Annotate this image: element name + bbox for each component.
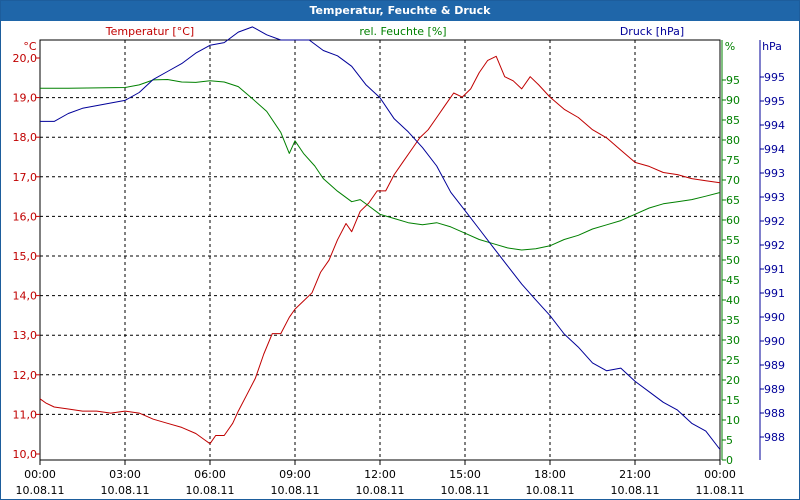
humidity-tick-label: 95 <box>726 74 740 87</box>
temp-tick-label: 11,0 <box>13 408 38 421</box>
humidity-tick-label: 35 <box>726 314 740 327</box>
temp-tick-label: 17,0 <box>13 171 38 184</box>
pressure-tick-label: 991 <box>764 263 785 276</box>
series-line-pressure <box>40 26 721 450</box>
pressure-tick-label: 990 <box>764 335 785 348</box>
humidity-tick-label: 55 <box>726 234 740 247</box>
humidity-axis-unit: % <box>725 40 735 53</box>
pressure-tick-label: 994 <box>764 143 785 156</box>
pressure-tick-label: 990 <box>764 311 785 324</box>
x-tick-time: 15:00 <box>449 468 481 481</box>
pressure-tick-label: 991 <box>764 287 785 300</box>
humidity-axis-label: rel. Feuchte [%] <box>359 25 446 38</box>
temp-tick-label: 16,0 <box>13 210 38 223</box>
x-tick-time: 09:00 <box>279 468 311 481</box>
humidity-tick-label: 65 <box>726 194 740 207</box>
humidity-tick-label: 0 <box>726 454 733 467</box>
x-tick-time: 21:00 <box>619 468 651 481</box>
pressure-tick-label: 989 <box>764 383 785 396</box>
temp-tick-label: 15,0 <box>13 250 38 263</box>
humidity-tick-label: 80 <box>726 134 740 147</box>
series-line-humidity <box>40 79 721 251</box>
x-tick-date: 10.08.11 <box>101 484 150 497</box>
x-tick-date: 10.08.11 <box>186 484 235 497</box>
x-tick-time: 18:00 <box>534 468 566 481</box>
temp-tick-label: 12,0 <box>13 369 38 382</box>
pressure-tick-label: 988 <box>764 431 785 444</box>
x-tick-date: 10.08.11 <box>16 484 65 497</box>
pressure-tick-label: 988 <box>764 407 785 420</box>
temp-tick-label: 14,0 <box>13 290 38 303</box>
pressure-axis-unit: hPa <box>762 40 782 53</box>
humidity-tick-label: 25 <box>726 354 740 367</box>
humidity-tick-label: 30 <box>726 334 740 347</box>
humidity-tick-label: 90 <box>726 94 740 107</box>
humidity-tick-label: 45 <box>726 274 740 287</box>
temp-tick-label: 18,0 <box>13 131 38 144</box>
x-tick-date: 11.08.11 <box>696 484 745 497</box>
humidity-tick-label: 20 <box>726 374 740 387</box>
humidity-tick-label: 75 <box>726 154 740 167</box>
temp-tick-label: 10,0 <box>13 448 38 461</box>
humidity-tick-label: 70 <box>726 174 740 187</box>
humidity-tick-label: 15 <box>726 394 740 407</box>
x-tick-time: 00:00 <box>704 468 736 481</box>
pressure-tick-label: 995 <box>764 71 785 84</box>
humidity-tick-label: 60 <box>726 214 740 227</box>
series-line-temperature <box>39 55 721 445</box>
temp-axis-unit: °C <box>23 40 37 53</box>
pressure-tick-label: 992 <box>764 239 785 252</box>
x-tick-time: 00:00 <box>24 468 56 481</box>
x-tick-date: 10.08.11 <box>356 484 405 497</box>
x-tick-time: 12:00 <box>364 468 396 481</box>
humidity-tick-label: 50 <box>726 254 740 267</box>
humidity-tick-label: 5 <box>726 434 733 447</box>
temp-tick-label: 13,0 <box>13 329 38 342</box>
temp-axis-label: Temperatur [°C] <box>105 25 194 38</box>
pressure-tick-label: 993 <box>764 167 785 180</box>
humidity-tick-label: 85 <box>726 114 740 127</box>
temp-tick-label: 20,0 <box>13 52 38 65</box>
pressure-tick-label: 993 <box>764 191 785 204</box>
x-tick-date: 10.08.11 <box>271 484 320 497</box>
humidity-tick-label: 40 <box>726 294 740 307</box>
x-tick-date: 10.08.11 <box>526 484 575 497</box>
x-tick-date: 10.08.11 <box>441 484 490 497</box>
x-tick-time: 06:00 <box>194 468 226 481</box>
pressure-tick-label: 995 <box>764 95 785 108</box>
pressure-axis-label: Druck [hPa] <box>620 25 684 38</box>
temp-tick-label: 19,0 <box>13 92 38 105</box>
x-tick-date: 10.08.11 <box>611 484 660 497</box>
pressure-tick-label: 989 <box>764 359 785 372</box>
pressure-tick-label: 994 <box>764 119 785 132</box>
chart-title: Temperatur, Feuchte & Druck <box>1 1 799 21</box>
humidity-tick-label: 10 <box>726 414 740 427</box>
pressure-tick-label: 992 <box>764 215 785 228</box>
x-tick-time: 03:00 <box>109 468 141 481</box>
